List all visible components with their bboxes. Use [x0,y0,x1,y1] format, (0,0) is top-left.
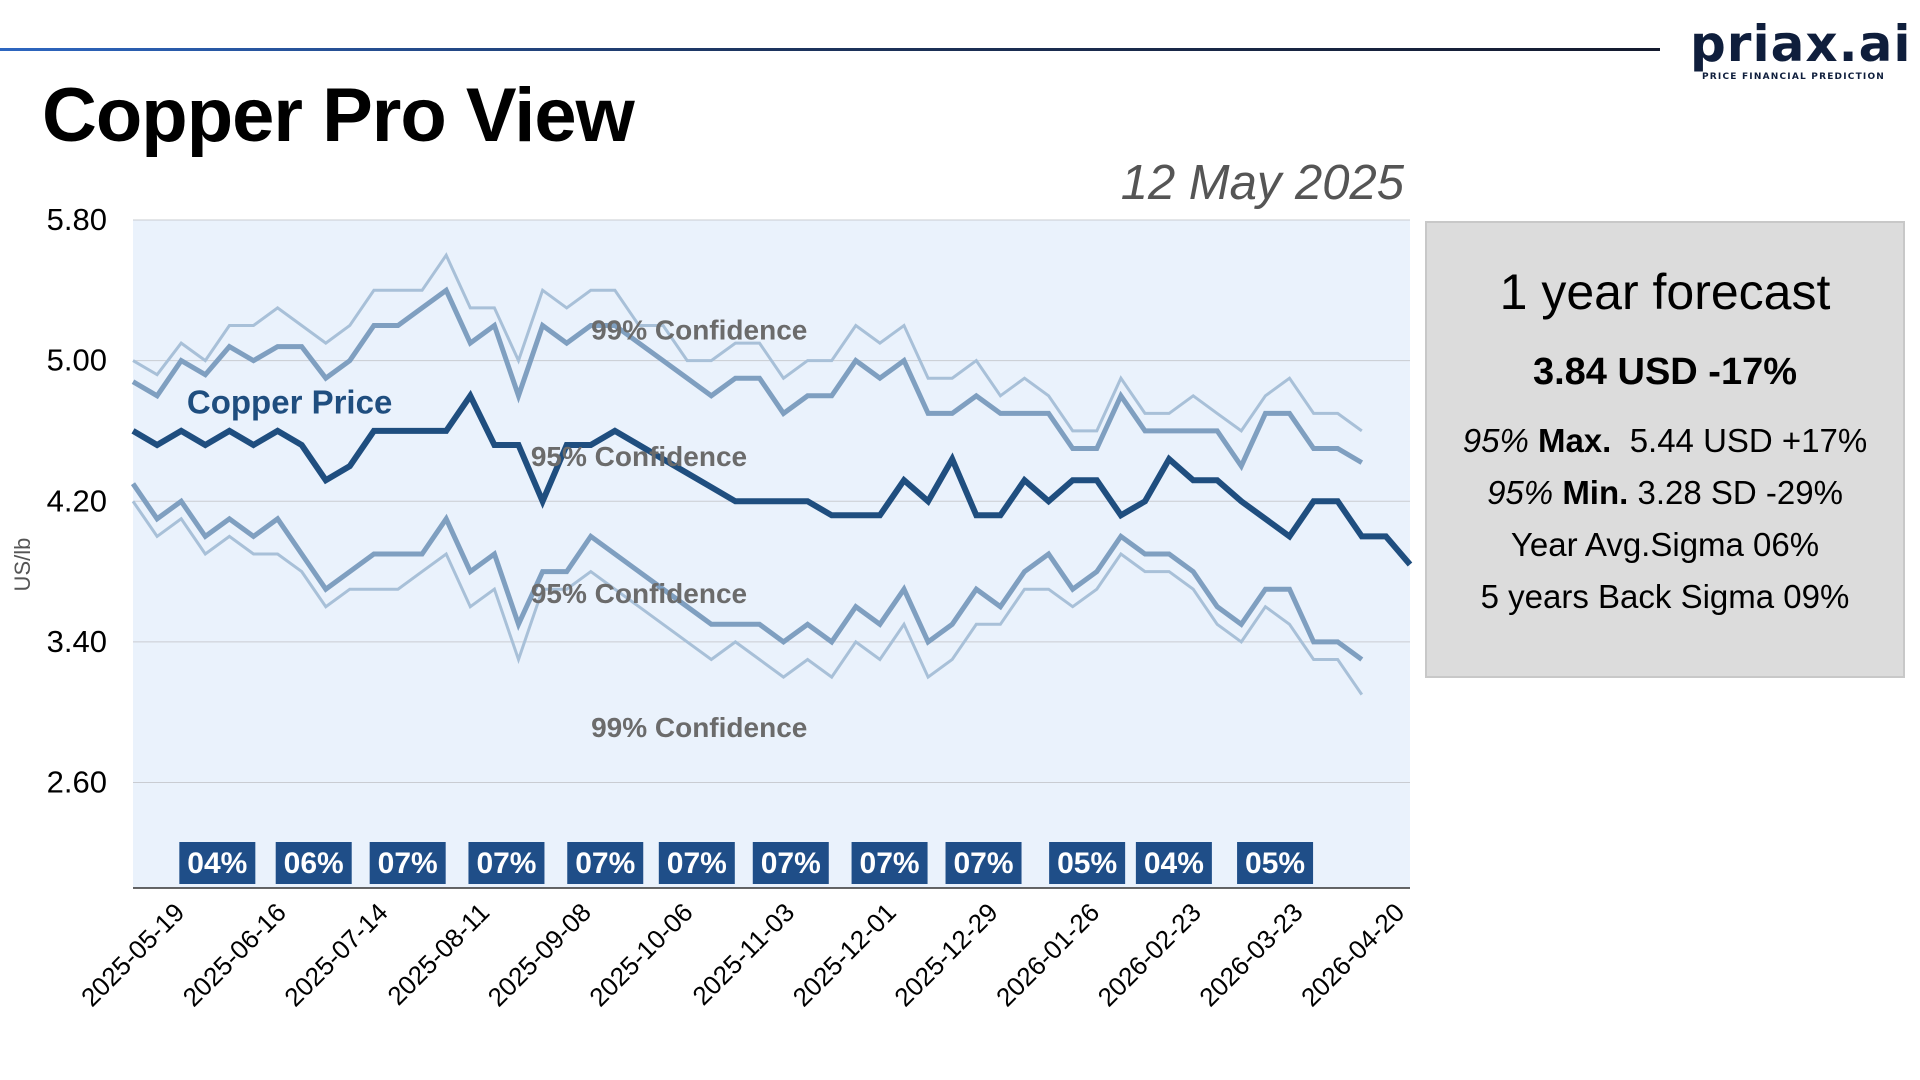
confidence-band-label: 95% Confidence [531,441,747,472]
x-tick-label: 2025-08-11 [381,897,495,1011]
sigma-badge [1049,842,1126,884]
sigma-badge [567,842,644,884]
report-date: 12 May 2025 [1120,156,1404,210]
page-title: Copper Pro View [42,73,635,158]
confidence-band-label: 99% Confidence [591,315,807,346]
series-line-lower95 [130,482,1364,662]
x-tick-label: 2025-12-29 [888,897,1003,1012]
forecast-min-line: 95% Min. 3.28 SD -29% [1427,474,1903,512]
x-tick-label: 2025-09-08 [482,897,597,1012]
sigma-badge [369,842,446,884]
sigma-badge-label: 04% [187,847,247,880]
y-tick-label: 4.20 [47,483,107,518]
sigma-badge [179,842,256,884]
min-value: 3.28 SD -29% [1637,474,1843,511]
max-value: 5.44 USD +17% [1629,422,1868,459]
confidence-band-label: 99% Confidence [591,712,807,743]
forecast-max-line: 95% Max. 5.44 USD +17% [1427,422,1903,460]
x-tick-label: 2025-12-01 [787,897,902,1012]
x-tick-label: 2026-01-26 [990,897,1105,1012]
sigma-badge-label: 07% [954,847,1014,880]
plot-area [133,220,1410,888]
x-tick-label: 2026-04-20 [1295,897,1410,1012]
series-line-price [131,389,1413,567]
confidence-band-label: 95% Confidence [531,578,747,609]
series-line-lower99 [131,500,1364,696]
forecast-panel: 1 year forecast 3.84 USD -17% 95% Max. 5… [1425,221,1905,678]
logo-tagline: PRICE FINANCIAL PREDICTION [1702,72,1886,82]
series-line-upper99 [132,252,1363,434]
sigma-badge-label: 07% [860,847,920,880]
sigma-badge-label: 05% [1245,847,1305,880]
y-axis-label: US/lb [10,538,35,592]
back-sigma: 5 years Back Sigma 09% [1480,578,1850,615]
min-label: Min. [1562,474,1629,511]
sigma-badge [851,842,928,884]
sigma-badge [468,842,545,884]
sigma-badge-label: 05% [1057,847,1117,880]
series-label-copper-price: Copper Price [187,383,392,420]
sigma-badge-label: 07% [575,847,635,880]
x-tick-label: 2025-11-03 [686,897,800,1011]
sigma-badge-label: 04% [1144,847,1204,880]
sigma-badge-label: 07% [761,847,821,880]
sigma-badge-label: 07% [667,847,727,880]
y-tick-label: 3.40 [47,624,107,659]
year-avg-sigma: Year Avg.Sigma 06% [1510,526,1820,563]
priax-logo: priax.ai PRICE FINANCIAL PREDICTION [1690,15,1912,82]
sigma-badge [658,842,735,884]
forecast-title: 1 year forecast [1499,264,1831,320]
sigma-badge [1237,842,1314,884]
x-tick-label: 2026-02-23 [1092,897,1207,1012]
header-accent-line [0,48,1660,51]
sigma-badge [945,842,1022,884]
x-tick-label: 2026-03-23 [1193,897,1308,1012]
x-tick-label: 2025-05-19 [75,897,190,1012]
y-tick-label: 2.60 [47,765,107,800]
sigma-badge-label: 07% [476,847,536,880]
y-tick-label: 5.00 [47,343,107,378]
x-tick-label: 2025-07-14 [278,897,393,1012]
min-prefix: 95% [1487,474,1554,511]
sigma-badge [275,842,352,884]
y-tick-label: 5.80 [47,202,107,237]
forecast-headline: 3.84 USD -17% [1532,351,1797,393]
logo-wordmark: priax.ai [1690,15,1912,73]
max-label: Max. [1537,422,1612,459]
x-tick-label: 2025-06-16 [177,897,292,1012]
max-prefix: 95% [1462,422,1529,459]
forecast-stats: 95% Max. 5.44 USD +17% 95% Min. 3.28 SD … [1427,422,1903,616]
series-line-upper95 [131,286,1364,472]
sigma-badge-label: 07% [378,847,438,880]
sigma-badge [752,842,829,884]
sigma-badge [1135,842,1212,884]
sigma-badge-label: 06% [284,847,344,880]
x-tick-label: 2025-10-06 [583,897,698,1012]
copper-price-chart: 5.80 5.00 4.20 3.40 2.60 US/lb 99% Confidence 9… [10,202,1413,1012]
